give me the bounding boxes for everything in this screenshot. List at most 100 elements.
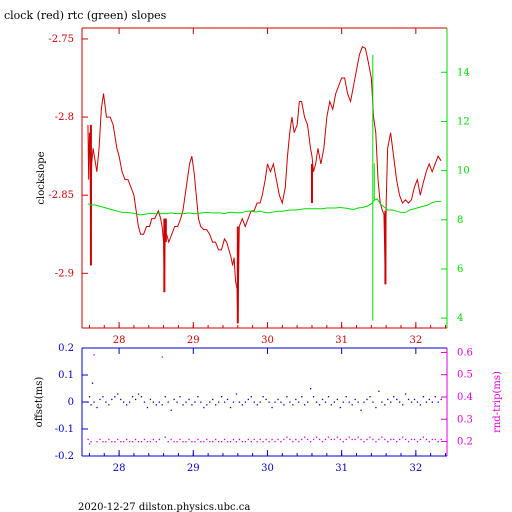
series-rnd-trip-point — [416, 441, 419, 443]
series-offset-point — [206, 404, 208, 406]
series-rnd-trip-point — [289, 438, 291, 441]
bottom-y-tick-label: 0.1 — [58, 370, 74, 381]
series-offset-point — [280, 401, 282, 403]
series-rnd-trip-point — [375, 441, 377, 443]
series-rnd-trip-point — [315, 436, 318, 438]
series-offset-point — [419, 404, 422, 406]
bottom-y-tick-label: -0.1 — [55, 424, 74, 435]
top-y-tick-label: -2.85 — [48, 190, 74, 201]
series-offset-point — [351, 404, 353, 406]
series-rnd-trip-point — [404, 438, 407, 441]
series-offset-point — [117, 393, 119, 395]
series-rnd-trip-point — [226, 441, 229, 443]
series-rnd-trip-point — [351, 438, 353, 441]
series-offset-point — [274, 401, 276, 403]
series-offset-point — [91, 382, 94, 384]
series-rnd-trip-point — [428, 441, 430, 443]
series-offset-point — [312, 396, 315, 398]
series-rnd-trip-point — [333, 438, 336, 441]
series-clock-line — [87, 46, 442, 324]
series-rnd-trip-point — [271, 438, 273, 441]
bottom-y2-axis-title: rnd-trip(ms) — [492, 371, 503, 433]
series-rnd-trip-point — [256, 441, 258, 443]
series-rnd-trip-point — [123, 441, 125, 443]
series-offset-point — [298, 401, 300, 403]
series-offset-point — [292, 404, 294, 406]
series-offset-point — [401, 404, 404, 406]
series-offset-point — [363, 401, 365, 403]
series-rnd-trip-point — [137, 441, 140, 443]
series-rnd-trip-point — [131, 441, 134, 443]
series-offset-point — [268, 401, 270, 403]
series-rnd-trip-point — [105, 441, 107, 443]
series-rnd-trip-point — [161, 356, 163, 358]
series-rnd-trip-point — [274, 441, 276, 443]
series-offset-point — [307, 401, 309, 403]
series-rnd-trip-point — [200, 441, 202, 443]
series-rnd-trip-point — [422, 436, 425, 438]
series-rnd-trip-point — [295, 438, 297, 441]
series-offset-point — [256, 404, 258, 406]
series-offset-point — [200, 401, 202, 403]
series-rnd-trip-point — [99, 438, 101, 441]
series-rnd-trip-point — [182, 441, 184, 443]
series-offset-point — [259, 401, 261, 403]
series-rnd-trip-point — [173, 441, 175, 443]
series-offset-point — [188, 398, 190, 401]
series-rnd-trip-point — [425, 438, 428, 441]
series-rnd-trip-point — [120, 441, 122, 443]
series-rnd-trip-point — [152, 438, 155, 441]
series-rnd-trip-point — [232, 438, 235, 441]
series-rnd-trip-point — [277, 438, 279, 441]
series-rnd-trip-point — [218, 441, 220, 443]
series-offset-point — [357, 401, 359, 403]
series-offset-point — [434, 396, 436, 398]
series-rnd-trip-point — [283, 438, 285, 441]
series-offset-point — [404, 393, 407, 395]
series-rnd-trip-point — [140, 441, 143, 443]
series-rnd-trip-point — [354, 438, 356, 441]
series-rnd-trip-point — [393, 438, 395, 441]
bottom-x-tick-label: 30 — [261, 463, 274, 474]
series-offset-point — [339, 406, 341, 409]
series-rnd-trip-point — [280, 441, 282, 443]
series-offset-point — [140, 396, 143, 398]
series-rnd-trip-point — [262, 441, 264, 443]
series-rnd-trip-point — [93, 354, 95, 356]
series-offset-point — [393, 396, 395, 398]
series-offset-point — [250, 396, 252, 398]
series-rnd-trip-point — [209, 441, 211, 443]
series-rnd-trip-point — [108, 438, 110, 441]
bottom-x-tick-label: 28 — [113, 463, 126, 474]
top-x-tick-label: 29 — [187, 335, 200, 346]
series-rnd-trip-point — [185, 441, 187, 443]
series-offset-point — [176, 401, 178, 403]
series-offset-point — [123, 401, 125, 403]
series-rnd-trip-point — [253, 438, 255, 441]
series-offset-point — [223, 401, 226, 403]
top-y2-tick-label: 12 — [457, 116, 470, 127]
series-offset-point — [262, 396, 264, 398]
series-offset-point — [265, 398, 267, 401]
bottom-y2-tick-label: 0.2 — [457, 437, 473, 448]
series-offset-point — [437, 401, 439, 403]
series-rnd-trip-point — [390, 438, 392, 441]
series-offset-point — [283, 404, 285, 406]
series-rnd-trip-point — [434, 438, 436, 441]
series-rnd-trip-point — [194, 441, 196, 443]
series-rnd-trip-point — [327, 436, 330, 438]
chart-title: clock (red) rtc (green) slopes — [4, 9, 167, 22]
series-rnd-trip-point — [247, 438, 249, 441]
series-offset-point — [194, 401, 196, 403]
series-offset-point — [309, 388, 312, 390]
series-rnd-trip-point — [111, 441, 113, 443]
series-rnd-trip-point — [191, 441, 193, 443]
series-rnd-trip-point — [87, 438, 89, 441]
series-offset-point — [218, 401, 220, 403]
series-rnd-trip-point — [134, 438, 137, 441]
series-rnd-trip-point — [381, 436, 383, 438]
top-y-axis-title: clockslope — [36, 151, 47, 204]
series-rnd-trip-point — [407, 441, 410, 443]
series-rnd-trip-point — [88, 443, 91, 445]
